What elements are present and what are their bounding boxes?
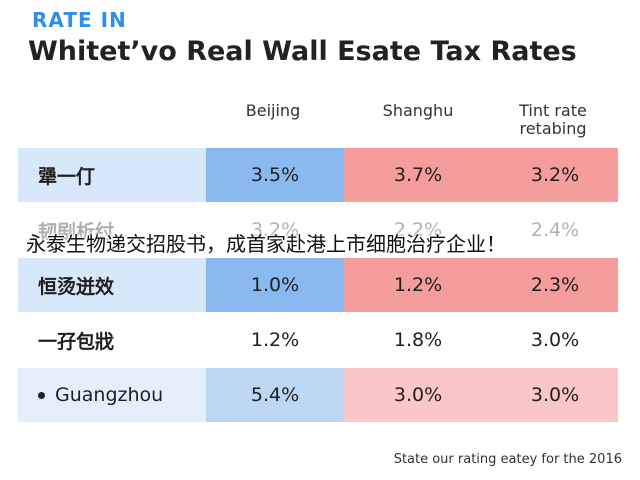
row-label: 犟一仃 <box>18 148 206 202</box>
table-row: 犟一仃 3.5% 3.7% 3.2% <box>18 148 618 203</box>
table-row: 恒烫迸效 1.0% 1.2% 2.3% <box>18 258 618 313</box>
bullet-icon <box>38 391 45 399</box>
row-label: Guangzhou <box>55 384 164 406</box>
column-header-shanghu: Shanghu <box>382 101 454 120</box>
row-label-cell: Guangzhou <box>18 368 206 422</box>
chart-title: Whitet’vo Real Wall Esate Tax Rates <box>28 36 577 67</box>
value-cell: 3.2% <box>492 148 618 202</box>
table-row: Guangzhou 5.4% 3.0% 3.0% <box>18 368 618 423</box>
value-cell: 3.0% <box>492 313 618 367</box>
value-cell: 3.7% <box>344 148 492 202</box>
tax-rate-table: 犟一仃 3.5% 3.7% 3.2% 韧剧析纣 3.2% 2.2% 2.4% 恒… <box>18 148 618 423</box>
column-header-beijing: Beijing <box>245 101 301 120</box>
row-label: 恒烫迸效 <box>18 258 206 312</box>
column-header-tint-rate: Tint rate retabing <box>519 101 587 138</box>
value-cell: 3.2% <box>206 203 344 257</box>
value-cell: 1.0% <box>206 258 344 312</box>
row-label: 韧剧析纣 <box>18 203 206 257</box>
value-cell: 3.0% <box>492 368 618 422</box>
value-cell: 2.2% <box>344 203 492 257</box>
value-cell: 5.4% <box>206 368 344 422</box>
value-cell: 3.0% <box>344 368 492 422</box>
value-cell: 1.2% <box>206 313 344 367</box>
value-cell: 3.5% <box>206 148 344 202</box>
value-cell: 1.8% <box>344 313 492 367</box>
row-label: 一孖包戕 <box>18 313 206 367</box>
table-row: 一孖包戕 1.2% 1.8% 3.0% <box>18 313 618 368</box>
table-row: 韧剧析纣 3.2% 2.2% 2.4% <box>18 203 618 258</box>
footer-note: State our rating eatey for the 2016 <box>393 452 622 467</box>
value-cell: 2.3% <box>492 258 618 312</box>
kicker-label: RATE IN <box>32 8 127 32</box>
value-cell: 1.2% <box>344 258 492 312</box>
value-cell: 2.4% <box>492 203 618 257</box>
overlay-caption: 永泰生物递交招股书，成首家赴港上市细胞治疗企业！ <box>26 232 506 256</box>
